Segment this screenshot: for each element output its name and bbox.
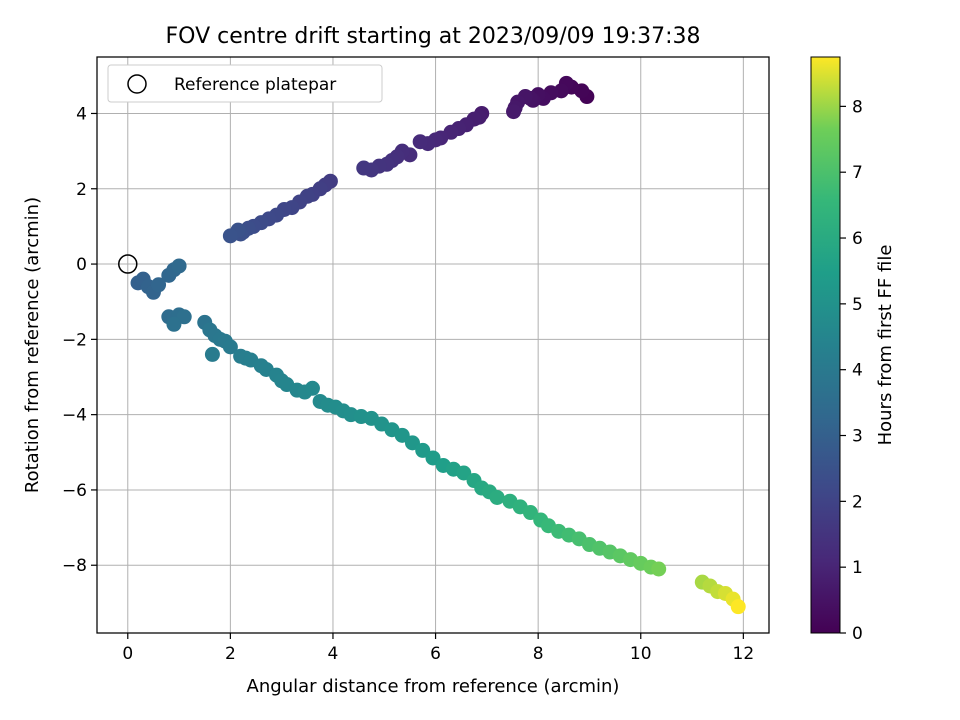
y-axis-label: Rotation from reference (arcmin) <box>22 197 43 493</box>
plot-area <box>96 56 770 634</box>
data-point <box>489 489 505 505</box>
colorbar-tick-label: 1 <box>852 558 863 578</box>
data-point <box>166 316 182 332</box>
data-point <box>176 309 192 325</box>
data-point <box>356 160 372 176</box>
data-point <box>222 228 238 244</box>
colorbar-tick-label: 4 <box>852 361 863 381</box>
data-point <box>522 505 538 521</box>
colorbar-gradient <box>810 56 841 634</box>
y-tick-label: 4 <box>76 104 87 124</box>
reference-platepar-marker <box>118 254 138 274</box>
data-point <box>222 339 238 355</box>
colorbar-ticks: 0 1 2 3 4 5 6 7 8 <box>840 97 863 644</box>
data-point <box>304 380 320 396</box>
data-point <box>651 561 667 577</box>
y-tick-label: 0 <box>76 255 87 275</box>
legend-box <box>107 64 383 103</box>
colorbar-label: Hours from first FF file <box>875 245 896 446</box>
x-axis: 0 2 4 6 8 10 12 <box>122 633 754 664</box>
grid-lines <box>97 57 769 633</box>
colorbar: 0 1 2 3 4 5 6 7 8 Hours from first FF file <box>810 56 896 644</box>
colorbar-tick-label: 6 <box>852 229 863 249</box>
y-tick-label: 2 <box>76 180 87 200</box>
y-axis: −8 −6 −4 −2 0 2 4 <box>62 104 97 576</box>
plot-background <box>97 57 769 633</box>
x-tick-label: 10 <box>630 644 652 664</box>
data-point <box>506 104 522 120</box>
y-tick-label: −2 <box>62 330 87 350</box>
colorbar-tick-label: 0 <box>852 624 863 644</box>
data-point <box>415 442 431 458</box>
data-point <box>204 346 220 362</box>
legend-label: Reference platepar <box>174 75 336 95</box>
x-axis-label: Angular distance from reference (arcmin) <box>247 676 620 697</box>
x-tick-label: 4 <box>328 644 339 664</box>
data-points <box>130 75 746 615</box>
y-tick-label: −6 <box>62 481 87 501</box>
colorbar-tick-label: 3 <box>852 427 863 447</box>
colorbar-tick-label: 7 <box>852 163 863 183</box>
y-tick-label: −8 <box>62 556 87 576</box>
colorbar-tick-label: 2 <box>852 492 863 512</box>
x-tick-label: 2 <box>225 644 236 664</box>
data-point <box>730 599 746 615</box>
colorbar-tick-label: 5 <box>852 295 863 315</box>
data-point <box>425 450 441 466</box>
chart-title: FOV centre drift starting at 2023/09/09 … <box>166 24 701 49</box>
x-tick-label: 8 <box>533 644 544 664</box>
y-tick-label: −4 <box>62 406 87 426</box>
x-tick-label: 0 <box>122 644 133 664</box>
x-tick-label: 6 <box>430 644 441 664</box>
data-point <box>151 277 167 293</box>
x-tick-label: 12 <box>733 644 755 664</box>
legend-reference-marker <box>127 74 147 94</box>
colorbar-tick-label: 8 <box>852 97 863 117</box>
data-point <box>456 465 472 481</box>
plot-frame <box>96 56 770 634</box>
data-point <box>394 427 410 443</box>
legend: Reference platepar <box>107 64 383 103</box>
data-point <box>171 258 187 274</box>
data-point <box>412 134 428 150</box>
data-point <box>404 435 420 451</box>
